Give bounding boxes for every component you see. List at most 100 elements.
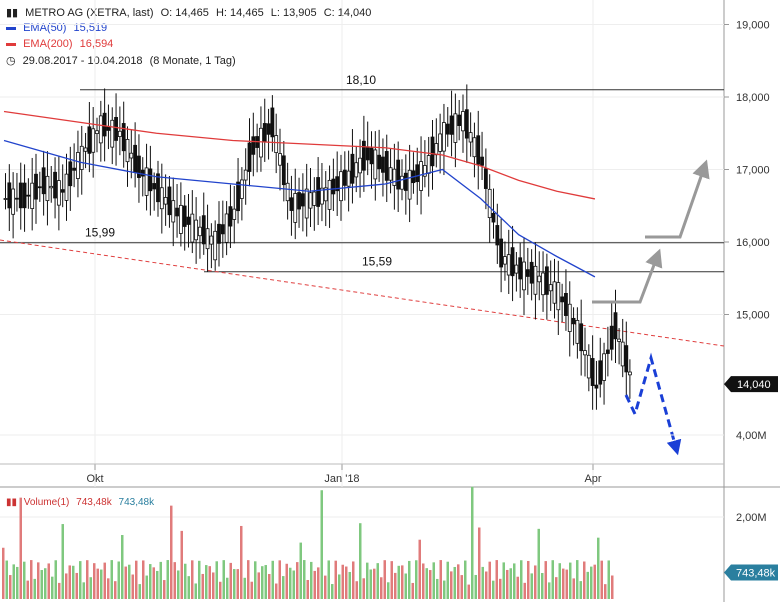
candle-body (541, 272, 545, 296)
volume-bar (513, 563, 516, 599)
candle-body (567, 303, 572, 332)
candle-body (232, 208, 237, 220)
volume-bar (401, 565, 404, 599)
bullish-scenario-arrow-1 (592, 248, 663, 304)
volume-bar (569, 562, 572, 599)
candle-body (316, 177, 321, 207)
volume-bar (285, 563, 288, 599)
candle-body (560, 296, 565, 303)
volume-bar (464, 560, 467, 599)
volume-bar (33, 578, 36, 599)
volume-bar (58, 582, 61, 599)
volume-bar (142, 560, 145, 599)
volume-value-1: 743,48k (76, 497, 112, 508)
volume-bar (240, 525, 243, 599)
candle-body (95, 130, 99, 134)
volume-bar (278, 560, 281, 599)
volume-bar (450, 571, 453, 599)
volume-bar (271, 560, 274, 599)
candle-body (476, 135, 481, 165)
candle-body (308, 192, 313, 209)
volume-bar (366, 562, 369, 599)
candle-body (129, 152, 134, 159)
volume-bar (212, 572, 215, 599)
volume-bar (457, 564, 460, 599)
volume-bar (516, 576, 519, 599)
volume-bar (327, 560, 330, 599)
volume-bar (23, 561, 26, 599)
candle-body (602, 353, 606, 381)
candle-body (213, 230, 218, 261)
volume-bar (268, 574, 271, 599)
volume-bar (5, 560, 8, 599)
volume-bar (502, 562, 505, 599)
volume-bar (184, 563, 187, 599)
candle-body (91, 128, 96, 153)
candle-body (3, 198, 8, 200)
volume-bar (415, 560, 418, 599)
volume-header: ▮▮ Volume(1) 743,48k 743,48k (6, 497, 158, 508)
candle-body (140, 169, 145, 177)
volume-bar (30, 560, 33, 599)
candle-body (312, 191, 317, 206)
candle-body (41, 167, 46, 195)
volume-bar (586, 571, 589, 599)
candle-body (620, 341, 625, 367)
volume-bar (359, 523, 362, 599)
volume-bar (135, 560, 138, 599)
candle-body (514, 264, 519, 274)
volume-bar (408, 560, 411, 599)
candle-body (518, 257, 523, 280)
volume-bar (551, 560, 554, 599)
candle-body (259, 127, 263, 158)
candle-body (472, 137, 477, 158)
volume-bar (177, 570, 180, 599)
candle-body (148, 168, 153, 192)
volume-bar (205, 565, 208, 599)
volume-bar (495, 560, 498, 599)
volume-bar (499, 578, 502, 599)
candle-body (358, 157, 362, 174)
candle-body (297, 192, 301, 210)
volume-bar (341, 564, 344, 599)
candle-body (392, 168, 397, 186)
volume-bar (313, 570, 316, 599)
candle-body (457, 114, 462, 126)
last-price-label: 14,040 (737, 379, 771, 391)
volume-bar (201, 573, 204, 599)
volume-bar (369, 569, 372, 599)
volume-bar (453, 566, 456, 599)
bullish-scenario-arrow-2 (645, 159, 710, 239)
volume-bar (163, 580, 166, 599)
volume-bar (425, 568, 428, 599)
volume-bar (47, 563, 50, 599)
volume-bar (373, 568, 376, 599)
volume-bar (303, 560, 306, 599)
candle-body (400, 175, 404, 190)
volume-bar (558, 563, 561, 599)
volume-bar (156, 570, 159, 599)
volume-bar (128, 564, 131, 599)
volume-bar (222, 560, 225, 599)
candle-body (266, 123, 271, 135)
candle-body (442, 122, 446, 152)
candle-body (224, 213, 229, 243)
volume-bar (411, 582, 414, 599)
candle-body (209, 235, 214, 245)
candlestick-icon: ▮▮ (6, 7, 19, 19)
high-value: H: 14,465 (215, 7, 264, 19)
volume-bar (229, 562, 232, 599)
volume-bar (436, 578, 439, 599)
x-tick-label: Okt (86, 473, 103, 485)
volume-bar (117, 561, 120, 599)
volume-tick-label: 4,00M (736, 430, 767, 442)
volume-bar (607, 560, 610, 599)
volume-bar (506, 569, 509, 599)
volume-bar (282, 576, 285, 599)
volume-bar (548, 582, 551, 599)
volume-bar (579, 581, 582, 599)
volume-bar (145, 575, 148, 599)
volume-bar (250, 581, 253, 599)
candle-body (239, 179, 244, 199)
